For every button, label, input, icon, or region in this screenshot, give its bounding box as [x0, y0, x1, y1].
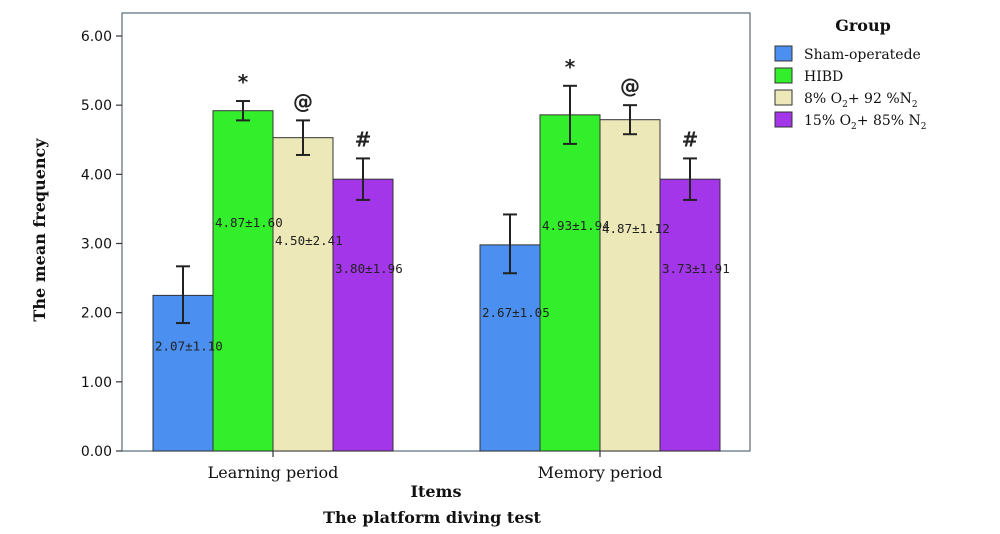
- y-tick-label: 5.00: [81, 98, 112, 114]
- significance-mark: *: [565, 55, 576, 79]
- y-tick-label: 0.00: [81, 444, 112, 460]
- legend-subscript: 2: [921, 122, 927, 132]
- significance-mark: #: [355, 127, 372, 151]
- legend-subscript: 2: [842, 100, 848, 110]
- x-tick-label: Memory period: [538, 463, 663, 482]
- legend-swatch: [774, 89, 793, 106]
- y-tick-label: 1.00: [81, 375, 112, 391]
- y-tick-label: 6.00: [81, 29, 112, 45]
- bar-data-label: 4.87±1.12: [602, 221, 670, 236]
- y-axis: 0.00 1.00 2.00 3.00 4.00 5.00 6.00: [81, 29, 122, 460]
- bar-data-label: 2.67±1.05: [482, 305, 550, 320]
- legend-label: 15% O2+ 85% N2: [804, 113, 927, 132]
- bar-data-label: 2.07±1.10: [155, 339, 223, 354]
- significance-mark: *: [238, 70, 249, 94]
- y-axis-title: The mean frequency: [30, 138, 49, 322]
- significance-marks: * @ # * @ #: [238, 55, 699, 152]
- x-tick-label: Learning period: [208, 463, 339, 482]
- legend-swatch: [774, 67, 793, 84]
- legend-swatch: [774, 45, 793, 62]
- error-bars: [176, 84, 697, 325]
- chart-subtitle: The platform diving test: [323, 508, 541, 527]
- bar: [479, 244, 541, 452]
- bar: [599, 119, 661, 452]
- bar-data-label: 3.73±1.91: [662, 261, 730, 276]
- significance-mark: @: [293, 89, 313, 113]
- bar-data-label: 4.87±1.60: [215, 215, 283, 230]
- y-tick-label: 3.00: [81, 237, 112, 253]
- y-tick-label: 4.00: [81, 167, 112, 183]
- legend-text-part: 8% O: [804, 91, 842, 107]
- significance-mark: #: [682, 127, 699, 151]
- bar: [539, 114, 601, 452]
- legend-subscript: 2: [851, 122, 857, 132]
- legend-swatch: [774, 111, 793, 128]
- bar: [272, 137, 334, 452]
- legend-text-part: 15% O: [804, 113, 851, 129]
- y-tick-label: 2.00: [81, 306, 112, 322]
- data-labels: 2.07±1.10 4.87±1.60 4.50±2.41 3.80±1.96 2.67…: [155, 215, 730, 354]
- category-labels: Learning period Memory period: [208, 451, 663, 482]
- bar: [332, 178, 394, 452]
- legend-label: Sham-operatede: [804, 47, 921, 63]
- significance-mark: @: [620, 74, 640, 98]
- legend-subscript: 2: [912, 100, 918, 110]
- x-axis-title: Items: [411, 482, 462, 501]
- legend-label: HIBD: [804, 69, 843, 85]
- bar: [212, 110, 274, 452]
- legend-text-part: + 85% N: [857, 113, 921, 129]
- legend-text-part: + 92 %N: [848, 91, 912, 107]
- legend-label: 8% O2+ 92 %N2: [804, 91, 918, 110]
- bar: [659, 178, 721, 452]
- bar-data-label: 4.93±1.94: [542, 218, 610, 233]
- bar-data-label: 4.50±2.41: [275, 233, 343, 248]
- legend-title: Group: [835, 16, 891, 35]
- bar-data-label: 3.80±1.96: [335, 261, 403, 276]
